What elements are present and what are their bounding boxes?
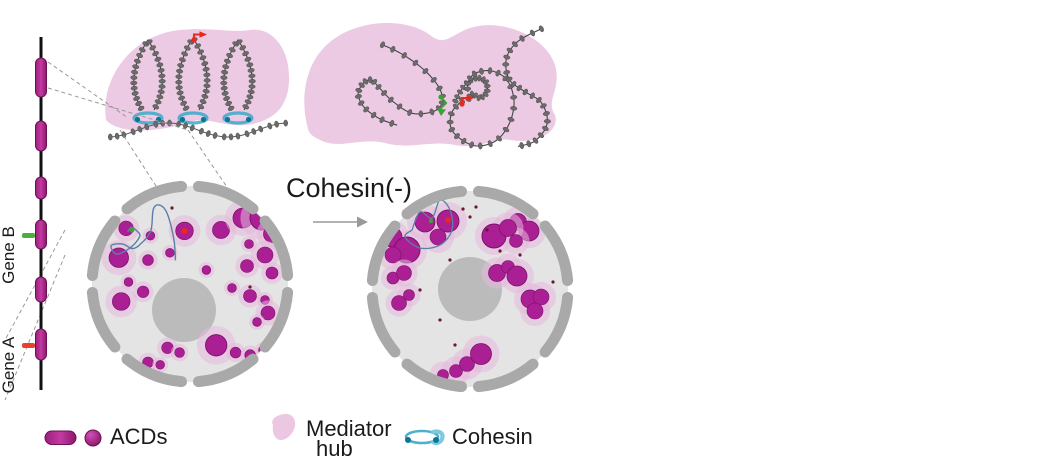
svg-text:Cohesin(-): Cohesin(-) <box>286 173 412 203</box>
svg-text:Gene A: Gene A <box>0 336 18 393</box>
svg-text:Gene B: Gene B <box>0 226 18 284</box>
svg-text:ACDs: ACDs <box>110 424 167 449</box>
svg-text:hub: hub <box>316 436 353 461</box>
svg-text:Cohesin: Cohesin <box>452 424 533 449</box>
